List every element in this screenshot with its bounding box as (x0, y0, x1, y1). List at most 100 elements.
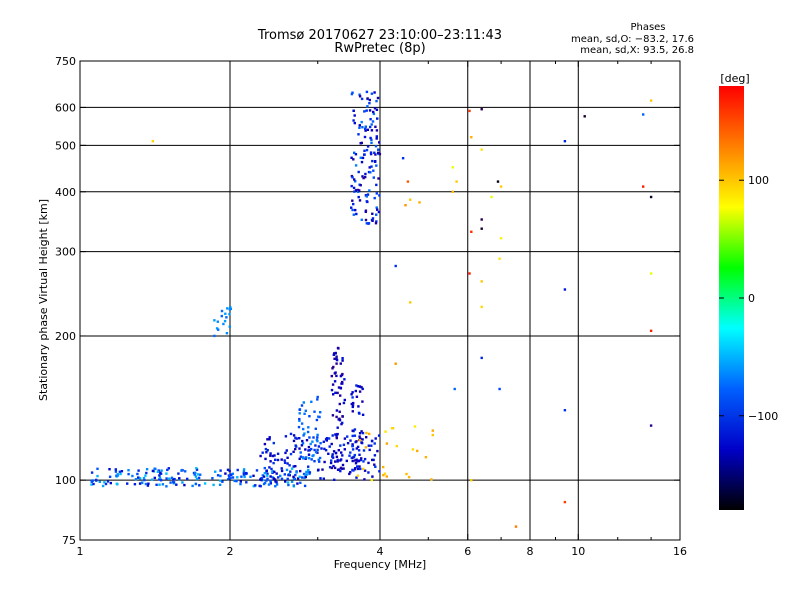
data-point (150, 478, 154, 481)
data-point (406, 180, 410, 183)
data-point (370, 165, 373, 168)
data-point (371, 458, 374, 462)
data-point (385, 475, 388, 478)
data-point (348, 454, 351, 457)
data-point (195, 468, 199, 471)
data-point (272, 441, 275, 445)
data-point (224, 312, 227, 315)
data-point (298, 457, 301, 460)
data-point (335, 455, 339, 458)
data-point (407, 475, 411, 479)
data-point (95, 479, 98, 482)
data-point (363, 153, 366, 156)
data-point (371, 212, 374, 215)
data-point (320, 447, 323, 450)
data-point (299, 481, 302, 484)
data-point (649, 99, 653, 102)
data-point (336, 460, 339, 463)
data-point (375, 137, 378, 140)
data-point (346, 435, 349, 438)
y-tick-label: 600 (55, 101, 76, 114)
data-point (268, 466, 271, 469)
data-point (284, 480, 287, 483)
data-point (178, 477, 181, 480)
data-point (336, 426, 339, 429)
data-point (341, 421, 344, 425)
data-point (371, 217, 375, 220)
data-point (239, 482, 242, 486)
data-point (195, 467, 198, 470)
data-point (382, 474, 385, 477)
data-point (305, 473, 308, 476)
data-point (357, 195, 360, 199)
data-point (300, 422, 304, 425)
data-point (267, 483, 271, 486)
data-point (225, 316, 228, 319)
data-point (373, 463, 376, 466)
data-point (286, 462, 289, 465)
data-point (352, 119, 355, 122)
data-point (292, 477, 296, 480)
data-point (151, 140, 154, 143)
data-point (371, 159, 374, 163)
data-point (365, 431, 368, 435)
data-point (265, 451, 268, 454)
data-point (271, 470, 275, 473)
data-point (285, 468, 289, 472)
data-point (370, 141, 373, 144)
data-point (405, 472, 408, 476)
data-point (498, 387, 501, 391)
data-point (275, 481, 278, 484)
data-point (295, 471, 298, 474)
data-point (480, 356, 483, 360)
data-point (327, 437, 331, 440)
y-tick-label: 750 (55, 55, 76, 68)
data-point (233, 479, 236, 483)
data-point (368, 448, 371, 452)
data-point (333, 466, 337, 470)
data-point (378, 141, 381, 144)
data-point (181, 481, 184, 484)
data-point (165, 485, 168, 488)
data-point (358, 439, 361, 442)
data-point (324, 449, 328, 452)
data-point (499, 185, 503, 188)
data-point (260, 477, 264, 480)
data-point (514, 525, 518, 528)
data-point (367, 170, 371, 174)
data-point (321, 468, 324, 471)
y-tick-label: 500 (55, 139, 76, 152)
data-point (301, 439, 304, 443)
data-point (351, 391, 354, 394)
data-point (169, 481, 172, 484)
data-point (314, 444, 317, 447)
data-point (165, 472, 168, 475)
data-point (298, 447, 301, 450)
data-point (372, 458, 375, 462)
data-point (368, 109, 372, 112)
data-point (252, 484, 255, 488)
data-point (350, 174, 354, 178)
data-point (358, 432, 362, 435)
data-point (284, 451, 287, 455)
data-point (260, 478, 263, 482)
data-point (343, 378, 346, 381)
data-point (333, 357, 336, 360)
data-point (116, 473, 119, 476)
data-point (357, 133, 360, 136)
data-point (358, 189, 361, 192)
data-point (231, 472, 234, 475)
data-point (307, 445, 311, 449)
data-point (255, 469, 259, 472)
data-point (354, 462, 358, 465)
data-point (358, 453, 361, 456)
data-point (353, 459, 357, 462)
data-point (308, 415, 311, 418)
data-point (303, 412, 306, 415)
data-point (98, 480, 101, 483)
data-point (316, 448, 319, 452)
data-point (374, 222, 378, 225)
data-point (370, 123, 373, 126)
data-point (377, 177, 380, 180)
data-point (373, 442, 376, 445)
